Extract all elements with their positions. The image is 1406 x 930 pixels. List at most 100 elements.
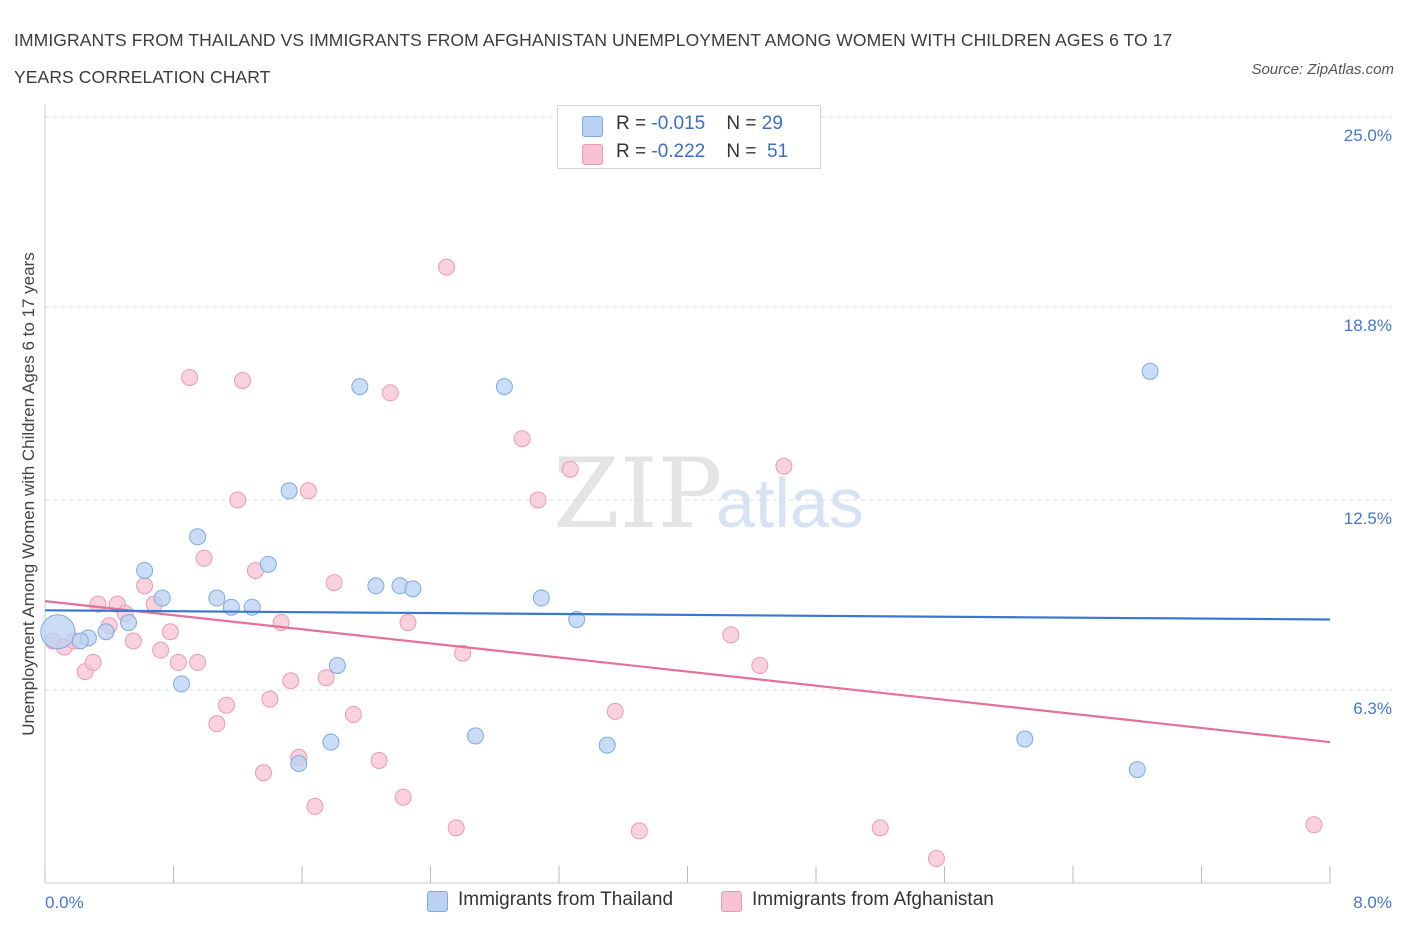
chart-title: IMMIGRANTS FROM THAILAND VS IMMIGRANTS F…	[14, 30, 1173, 87]
correlation-legend: R = -0.015 N = 29 R = -0.222 N = 51	[557, 105, 821, 169]
thailand-point	[259, 555, 277, 573]
thailand-point	[351, 378, 369, 396]
axes	[44, 105, 1331, 884]
trend-lines	[44, 600, 1331, 744]
afghanistan-point	[370, 751, 388, 769]
thailand-point	[71, 632, 89, 650]
afghanistan-point	[195, 549, 213, 567]
afghanistan-swatch	[721, 891, 742, 912]
afghanistan-point	[169, 653, 187, 671]
thailand-point	[466, 727, 484, 745]
afghanistan-trend-line	[44, 600, 1331, 744]
afghanistan-point	[208, 715, 226, 733]
afghanistan-point	[1305, 816, 1323, 834]
afghanistan-point	[218, 696, 236, 714]
legend-label: Immigrants from Thailand	[458, 889, 674, 910]
n-label: N =	[726, 113, 762, 134]
afghanistan-point	[282, 672, 300, 690]
afghanistan-point	[181, 368, 199, 386]
afghanistan-point	[189, 653, 207, 671]
afghanistan-point	[84, 653, 102, 671]
thailand-point	[1016, 730, 1034, 748]
thailand-point	[136, 561, 154, 579]
afghanistan-point	[299, 482, 317, 500]
thailand-point	[280, 482, 298, 500]
thailand-point	[495, 378, 513, 396]
afghanistan-point	[722, 626, 740, 644]
afghanistan-point	[124, 632, 142, 650]
afghanistan-point	[630, 822, 648, 840]
n-value: 51	[767, 141, 789, 162]
afghanistan-point	[254, 764, 272, 782]
legend-row-text: R = -0.222 N = 51	[616, 141, 788, 163]
legend-label: Immigrants from Afghanistan	[752, 889, 994, 910]
afghanistan-point	[152, 641, 170, 659]
r-value: -0.015	[651, 113, 706, 134]
afghanistan-point	[447, 819, 465, 837]
thailand-point	[173, 675, 191, 693]
afghanistan-point	[454, 644, 472, 662]
afghanistan-point	[344, 705, 362, 723]
afghanistan-point	[306, 797, 324, 815]
series-thailand-points	[40, 362, 1159, 779]
thailand-point	[367, 577, 385, 595]
y-tick-label: 18.8%	[1344, 316, 1392, 335]
afghanistan-point	[381, 384, 399, 402]
series-afghanistan-points	[44, 258, 1323, 867]
thailand-point	[189, 528, 207, 546]
afghanistan-point	[927, 849, 945, 867]
thailand-point	[153, 589, 171, 607]
x-tick-label: 8.0%	[1353, 893, 1392, 912]
n-label: N =	[726, 141, 762, 162]
afghanistan-point	[229, 491, 247, 509]
tick-labels: 6.3% 12.5% 18.8% 25.0% 0.0% 8.0%	[45, 126, 1392, 912]
y-tick-label: 6.3%	[1353, 699, 1392, 718]
afghanistan-point	[317, 669, 335, 687]
r-label: R =	[616, 113, 652, 134]
afghanistan-point	[871, 819, 889, 837]
n-value: 29	[761, 113, 783, 134]
x-tick-label: 0.0%	[45, 893, 84, 912]
y-axis-label: Unemployment Among Women with Children A…	[19, 252, 38, 736]
thailand-point	[290, 755, 308, 773]
afghanistan-point	[234, 372, 252, 390]
afghanistan-point	[325, 574, 343, 592]
afghanistan-point	[438, 258, 456, 276]
thailand-trend-line	[44, 609, 1331, 621]
thailand-point	[598, 736, 616, 754]
afghanistan-point	[775, 457, 793, 475]
r-label: R =	[616, 141, 652, 162]
afghanistan-point	[751, 656, 769, 674]
y-tick-label: 12.5%	[1344, 509, 1392, 528]
afghanistan-point	[529, 491, 547, 509]
afghanistan-point	[261, 690, 279, 708]
thailand-point	[322, 733, 340, 751]
afghanistan-point	[161, 623, 179, 641]
watermark-atlas: atlas	[716, 464, 864, 542]
thailand-swatch	[582, 116, 603, 137]
afghanistan-point	[399, 614, 417, 632]
legend-row-text: R = -0.015 N = 29	[616, 113, 783, 135]
thailand-point	[222, 598, 240, 616]
thailand-point	[404, 580, 422, 598]
watermark-zip: ZIP	[553, 438, 722, 550]
thailand-point	[1128, 761, 1146, 779]
afghanistan-point	[513, 430, 531, 448]
r-value: -0.222	[651, 141, 706, 162]
thailand-point	[208, 589, 226, 607]
thailand-point	[97, 623, 115, 641]
afghanistan-point	[136, 577, 154, 595]
thailand-point	[1141, 362, 1159, 380]
source-label: Source: ZipAtlas.com	[1251, 61, 1394, 78]
y-tick-label: 25.0%	[1344, 126, 1392, 145]
thailand-point	[40, 614, 76, 650]
gridlines	[45, 116, 1392, 691]
thailand-point	[120, 614, 138, 632]
afghanistan-point	[561, 460, 579, 478]
thailand-point	[328, 656, 346, 674]
afghanistan-point	[606, 702, 624, 720]
afghanistan-swatch	[582, 144, 603, 165]
thailand-point	[532, 589, 550, 607]
watermark: ZIP atlas	[553, 438, 864, 550]
